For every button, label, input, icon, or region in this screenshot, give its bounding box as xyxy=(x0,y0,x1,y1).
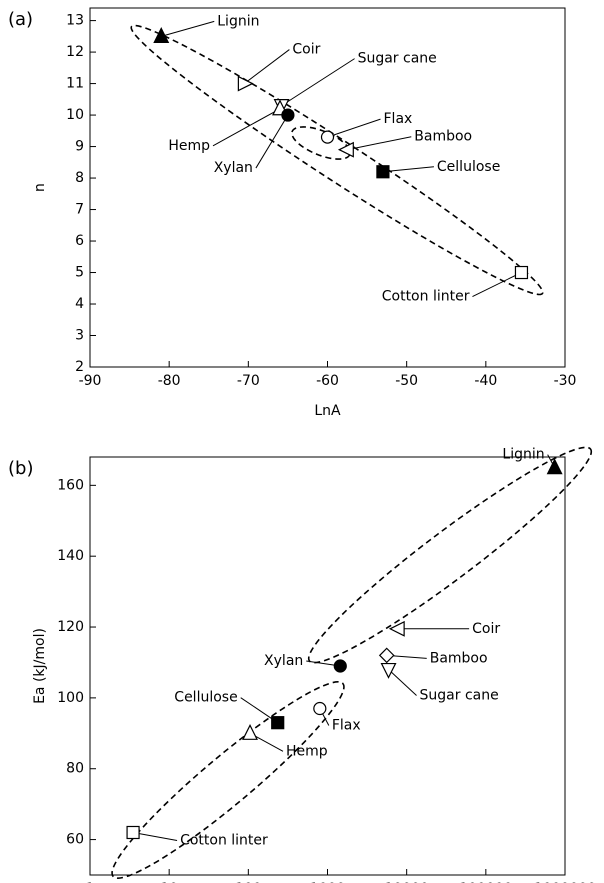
point-label: Xylan xyxy=(264,653,303,669)
y-tick-label: 60 xyxy=(66,832,84,848)
leader-line xyxy=(132,831,178,841)
data-point xyxy=(378,647,395,664)
y-tick-label: 11 xyxy=(66,76,84,92)
y-tick-label: 3 xyxy=(75,328,84,344)
y-tick-label: 10 xyxy=(66,107,84,123)
point-label: Coir xyxy=(292,42,320,58)
data-point xyxy=(237,75,254,92)
point-label: Sugar cane xyxy=(420,688,499,704)
point-label: Cotton linter xyxy=(180,832,268,848)
y-tick-label: 140 xyxy=(57,548,84,564)
x-tick-label: 1000 xyxy=(310,881,346,883)
data-point xyxy=(546,458,563,475)
x-axis-label: LnA xyxy=(314,403,341,419)
data-point xyxy=(153,27,170,43)
leader-line xyxy=(161,20,215,37)
x-tick-label: -60 xyxy=(316,373,339,389)
leader-line xyxy=(212,108,281,147)
y-tick-label: 5 xyxy=(75,265,84,281)
y-axis-label: n xyxy=(32,183,48,192)
y-tick-label: 4 xyxy=(75,296,84,312)
data-point xyxy=(320,130,335,144)
y-tick-label: 8 xyxy=(75,170,84,186)
y-tick-label: 9 xyxy=(75,139,84,155)
point-label: Lignin xyxy=(502,447,544,463)
leader-line xyxy=(382,166,434,173)
leader-line xyxy=(347,136,412,151)
data-point xyxy=(380,662,397,679)
point-label: Hemp xyxy=(168,138,210,154)
data-point xyxy=(271,716,285,730)
x-tick-label: 100 xyxy=(235,881,262,883)
leader-line xyxy=(255,114,289,169)
plot-frame xyxy=(89,456,566,876)
y-tick-label: 12 xyxy=(66,44,84,60)
x-tick-label: 10 xyxy=(160,881,178,883)
y-tick-label: 13 xyxy=(66,13,84,29)
data-point xyxy=(242,723,258,740)
x-tick-label: -50 xyxy=(395,373,418,389)
plot-frame xyxy=(89,7,566,368)
x-tick-label: 1000000 xyxy=(534,881,596,883)
x-tick-label: -90 xyxy=(79,373,102,389)
x-tick-label: 1 xyxy=(86,881,95,883)
data-point xyxy=(281,108,295,122)
x-tick-label: -70 xyxy=(237,373,260,389)
x-tick-label: 10000 xyxy=(384,881,429,883)
y-tick-label: 6 xyxy=(75,233,84,249)
point-label: Flax xyxy=(384,111,413,127)
y-tick-label: 7 xyxy=(75,202,84,218)
point-label: Cotton linter xyxy=(382,289,470,305)
y-tick-label: 100 xyxy=(57,690,84,706)
point-label: Bamboo xyxy=(430,650,488,666)
data-point xyxy=(337,141,354,158)
leader-line xyxy=(244,49,290,84)
leader-line xyxy=(327,118,381,138)
point-label: Cellulose xyxy=(437,159,500,175)
panel-label: (b) xyxy=(8,458,33,479)
x-tick-label: -30 xyxy=(554,373,577,389)
y-tick-label: 160 xyxy=(57,477,84,493)
y-tick-label: 80 xyxy=(66,761,84,777)
group-ellipse xyxy=(111,681,345,879)
x-tick-label: -80 xyxy=(158,373,181,389)
y-axis-label: Ea (kJ/mol) xyxy=(32,628,48,704)
point-label: Sugar cane xyxy=(358,51,437,67)
point-label: Cellulose xyxy=(174,690,237,706)
point-label: Lignin xyxy=(217,13,259,29)
leader-line xyxy=(281,58,355,107)
panel-label: (a) xyxy=(8,9,33,30)
point-label: Xylan xyxy=(214,160,253,176)
leader-line xyxy=(388,669,417,696)
data-point xyxy=(514,265,529,280)
point-label: Coir xyxy=(472,621,500,637)
leader-line xyxy=(472,272,522,297)
x-tick-label: -40 xyxy=(474,373,497,389)
group-ellipse xyxy=(307,446,593,664)
y-tick-label: 120 xyxy=(57,619,84,635)
point-label: Flax xyxy=(332,718,361,734)
point-label: Bamboo xyxy=(414,129,472,145)
group-ellipse xyxy=(130,24,544,296)
data-point xyxy=(313,701,327,716)
data-point xyxy=(388,620,405,637)
x-tick-label: 100000 xyxy=(459,881,512,883)
data-point xyxy=(376,165,390,179)
data-point xyxy=(126,825,140,840)
y-tick-label: 2 xyxy=(75,359,84,375)
point-label: Hemp xyxy=(286,743,328,759)
data-point xyxy=(333,659,347,673)
